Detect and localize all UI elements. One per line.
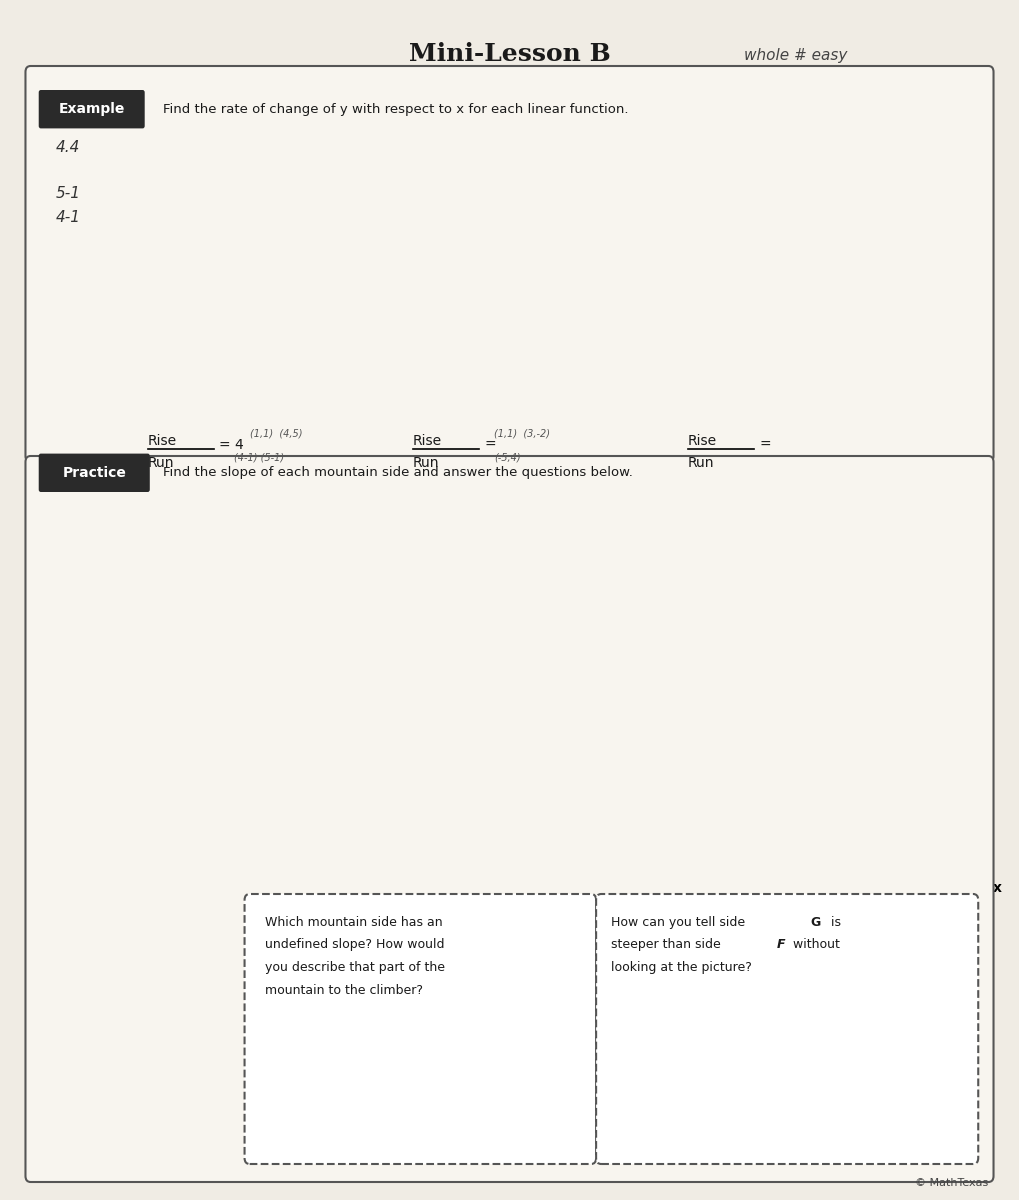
Text: B: B [352, 751, 360, 761]
Polygon shape [308, 528, 949, 888]
Text: F: F [608, 721, 615, 731]
Text: y: y [249, 172, 255, 181]
Text: mountain to the climber?: mountain to the climber? [265, 984, 423, 997]
Bar [135, 864, 229, 924]
Bar [135, 504, 229, 564]
Bar [135, 804, 229, 864]
Text: steeper than side: steeper than side [611, 938, 726, 952]
Bar [41, 684, 135, 744]
Text: undefined slope? How would: undefined slope? How would [265, 938, 444, 952]
Text: How can you tell side: How can you tell side [611, 916, 750, 929]
Text: y: y [246, 475, 254, 490]
Text: Find the slope of each mountain side and answer the questions below.: Find the slope of each mountain side and… [163, 467, 633, 479]
Text: L: L [961, 712, 968, 722]
Text: Rise: Rise [148, 434, 177, 449]
Text: Run: Run [688, 456, 714, 470]
Text: Slope: Slope [160, 527, 204, 541]
Bar [135, 1044, 229, 1104]
Text: y: y [514, 172, 520, 181]
Text: D: D [491, 661, 500, 671]
Bar [41, 624, 135, 684]
Text: H: H [725, 511, 734, 521]
Bar [41, 804, 135, 864]
Bar [135, 924, 229, 984]
Bar [41, 504, 135, 564]
Text: E: E [550, 772, 557, 782]
Bar [41, 924, 135, 984]
Bar [41, 1044, 135, 1104]
Text: F: F [83, 887, 93, 901]
Bar [41, 564, 135, 624]
Text: y: y [779, 172, 785, 181]
Text: you describe that part of the: you describe that part of the [265, 961, 445, 974]
Text: x: x [351, 271, 357, 281]
Bar [135, 744, 229, 804]
Text: G: G [810, 916, 820, 929]
Text: without: without [789, 938, 840, 952]
Text: I: I [783, 640, 787, 650]
Text: Mini-Lesson B: Mini-Lesson B [409, 42, 610, 66]
Text: E: E [83, 827, 93, 841]
Bar [41, 864, 135, 924]
Text: =: = [759, 438, 770, 452]
Bar [135, 564, 229, 624]
Text: D: D [82, 767, 94, 781]
Text: I: I [85, 1067, 91, 1081]
Text: Run: Run [413, 456, 439, 470]
Text: B: B [83, 647, 94, 661]
Text: Run: Run [148, 456, 174, 470]
Bar [135, 624, 229, 684]
Text: A: A [300, 811, 308, 821]
Text: Rise: Rise [688, 434, 717, 449]
Text: x: x [615, 271, 622, 281]
Text: 4-1: 4-1 [56, 210, 82, 226]
Text: = 4: = 4 [219, 438, 244, 452]
Text: © MathTexas: © MathTexas [915, 1178, 988, 1188]
Text: 4.4: 4.4 [56, 140, 81, 156]
Text: K: K [903, 631, 911, 641]
Circle shape [300, 534, 345, 582]
Text: Find the rate of change of y with respect to x for each linear function.: Find the rate of change of y with respec… [163, 103, 629, 115]
Bar [41, 744, 135, 804]
Text: Rise: Rise [413, 434, 442, 449]
Bar [135, 684, 229, 744]
Text: G: G [82, 947, 94, 961]
Text: F: F [776, 938, 785, 952]
Text: Which mountain side has an: Which mountain side has an [265, 916, 442, 929]
Text: x: x [880, 271, 887, 281]
Text: H: H [82, 1007, 95, 1021]
Text: =: = [484, 438, 495, 452]
Text: Practice: Practice [63, 466, 126, 480]
Text: 0: 0 [228, 883, 235, 893]
Bar [41, 984, 135, 1044]
Text: x: x [993, 881, 1002, 895]
Text: G: G [643, 601, 652, 611]
Text: whole # easy: whole # easy [744, 48, 847, 62]
Text: (-5,4): (-5,4) [494, 452, 521, 462]
Text: C: C [410, 631, 418, 641]
Text: (1,1)  (4,5): (1,1) (4,5) [250, 428, 303, 438]
Text: is: is [827, 916, 842, 929]
Text: (1,1)  (3,-2): (1,1) (3,-2) [494, 428, 550, 438]
Text: Example: Example [58, 102, 125, 116]
Text: (4-1) (5-1): (4-1) (5-1) [234, 452, 284, 462]
Text: 5-1: 5-1 [56, 186, 82, 200]
Text: A: A [82, 587, 94, 601]
Text: looking at the picture?: looking at the picture? [611, 961, 752, 974]
Text: C: C [83, 707, 94, 721]
Text: Side: Side [71, 527, 105, 541]
Text: J: J [842, 631, 846, 641]
Bar [135, 984, 229, 1044]
